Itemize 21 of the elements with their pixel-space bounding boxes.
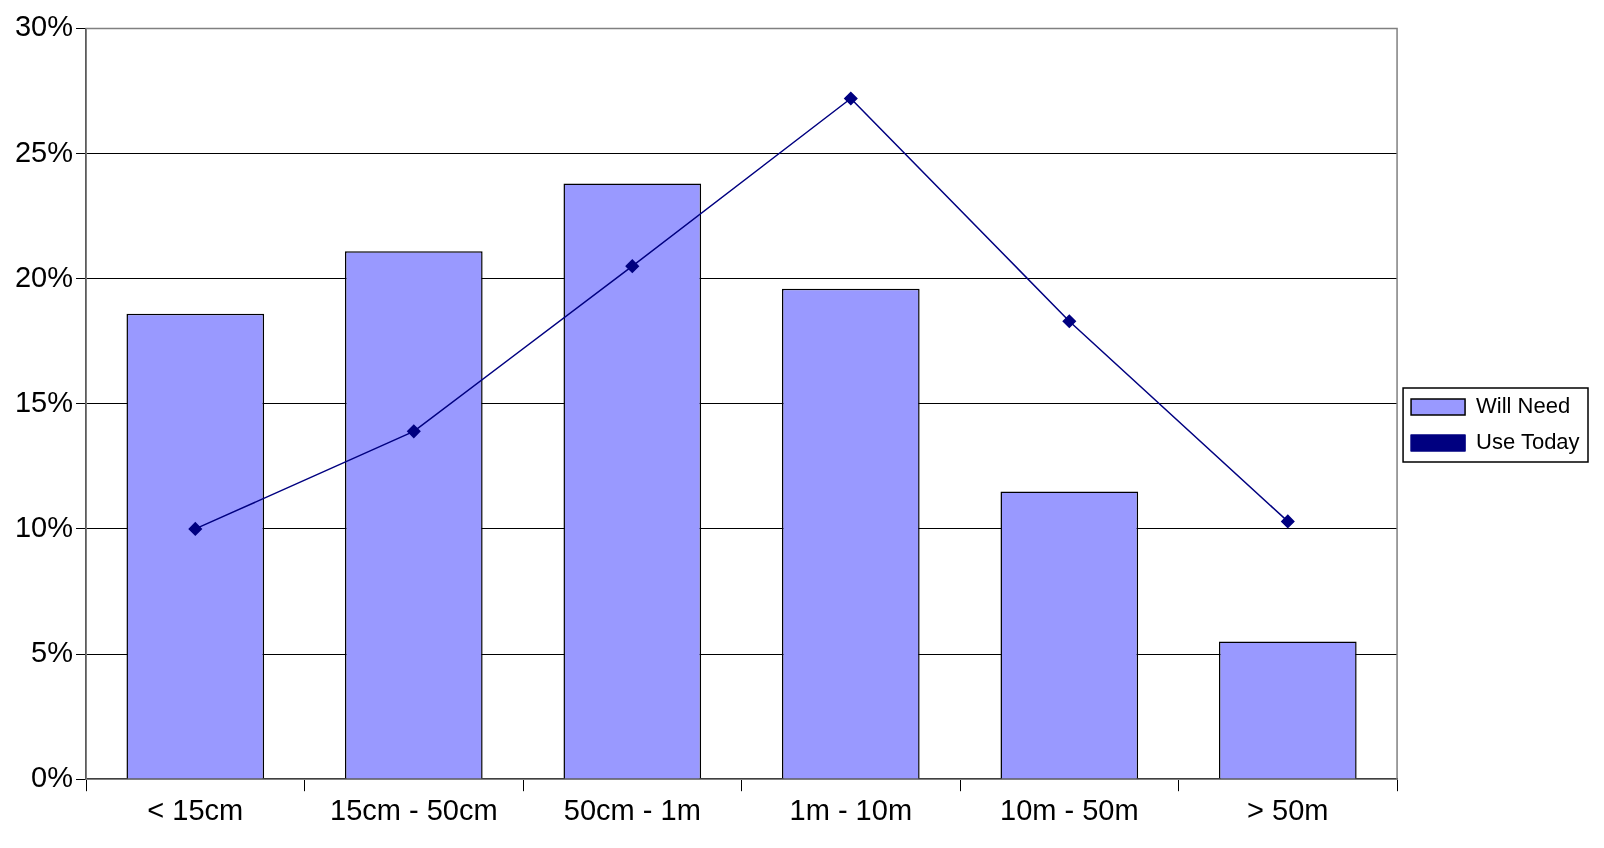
- y-tick-label: 5%: [31, 636, 74, 669]
- y-tick-label: 25%: [15, 135, 74, 168]
- y-tick-label: 30%: [15, 10, 74, 43]
- point: [188, 522, 203, 536]
- point: [1281, 514, 1295, 529]
- x-tick-label: 15cm - 50cm: [329, 793, 498, 826]
- x-tick-label: 1m - 10m: [789, 793, 913, 826]
- x-tick-label: > 50m: [1247, 793, 1329, 826]
- y-tick-label: 15%: [15, 385, 74, 418]
- legend-label: Use Today: [1476, 429, 1580, 455]
- point: [844, 91, 858, 106]
- point: [407, 424, 421, 439]
- legend-label: Will Need: [1476, 393, 1571, 419]
- x-tick-label: < 15cm: [147, 793, 244, 826]
- x-tick-label: 50cm - 1m: [563, 793, 701, 826]
- y-tick-label: 10%: [15, 510, 74, 543]
- y-tick-label: 20%: [15, 260, 74, 293]
- point: [1062, 314, 1077, 328]
- x-tick-label: 10m - 50m: [1000, 793, 1139, 826]
- point: [625, 259, 640, 273]
- y-tick-label: 0%: [31, 761, 74, 794]
